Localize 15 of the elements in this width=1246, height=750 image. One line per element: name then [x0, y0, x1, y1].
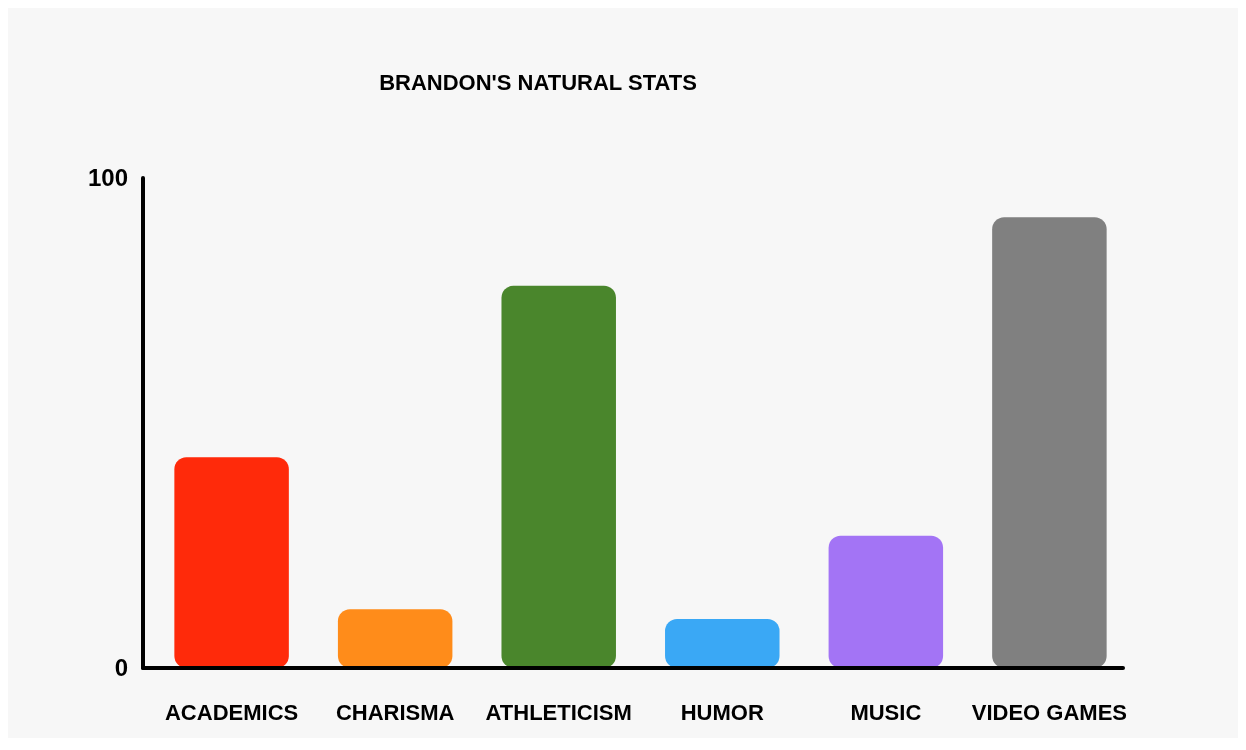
bar — [828, 535, 944, 668]
x-tick-label: ATHLETICISM — [485, 700, 632, 725]
bar — [337, 609, 453, 668]
x-tick-label: VIDEO GAMES — [971, 700, 1128, 725]
bar — [665, 619, 780, 668]
chart-title: BRANDON'S NATURAL STATS — [379, 70, 697, 95]
y-tick-label: 100 — [87, 164, 128, 192]
y-tick-label: 0 — [114, 654, 128, 682]
x-tick-label: CHARISMA — [335, 700, 455, 725]
bar — [174, 457, 289, 668]
x-tick-label: ACADEMICS — [164, 700, 299, 725]
x-tick-label: MUSIC — [850, 700, 922, 725]
bar — [501, 285, 616, 668]
bar — [992, 217, 1107, 668]
x-tick-label: HUMOR — [680, 700, 764, 725]
